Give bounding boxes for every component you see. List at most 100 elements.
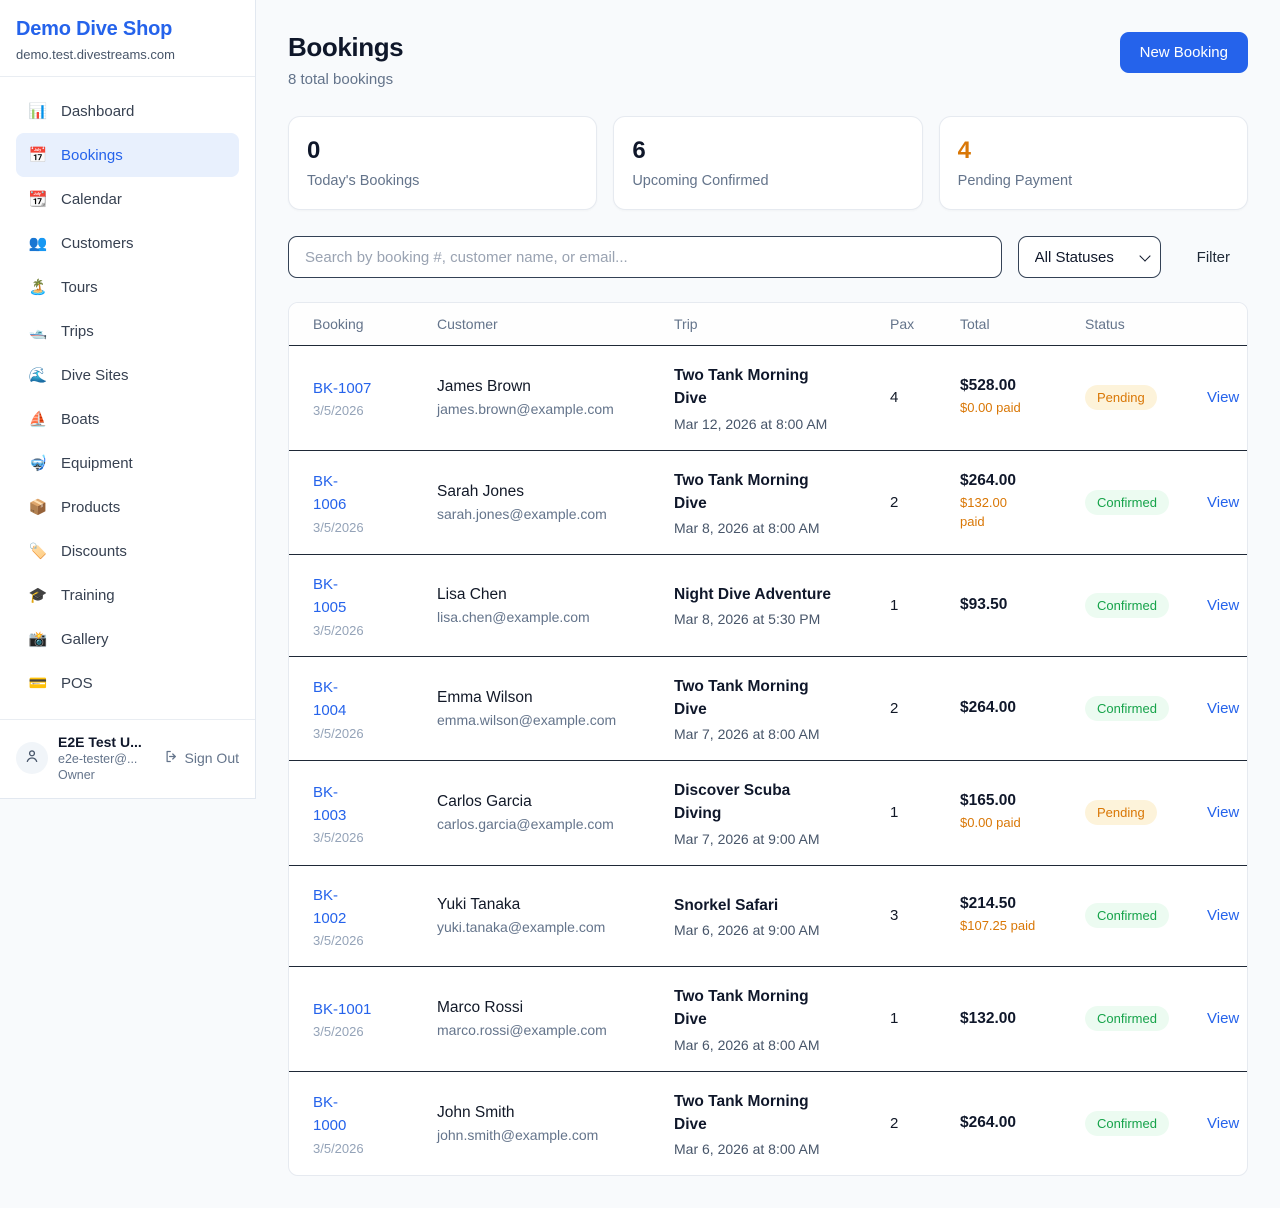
status-badge: Pending xyxy=(1085,800,1157,826)
sidebar-item-label: Calendar xyxy=(61,190,122,208)
trip-name: Discover Scuba Diving xyxy=(674,782,791,823)
sidebar-item-training[interactable]: 🎓 Training xyxy=(16,573,239,617)
sidebar-item-gallery[interactable]: 📸 Gallery xyxy=(16,617,239,661)
status-badge: Confirmed xyxy=(1085,903,1169,929)
booking-id-link[interactable]: BK- 1006 xyxy=(313,473,347,514)
status-badge: Pending xyxy=(1085,385,1157,411)
stats-row: 0 Today's Bookings 6 Upcoming Confirmed … xyxy=(288,116,1248,210)
customer-email: yuki.tanaka@example.com xyxy=(437,919,606,936)
column-header-customer: Customer xyxy=(425,303,662,346)
view-link[interactable]: View xyxy=(1207,1114,1240,1132)
trip-datetime: Mar 6, 2026 at 8:00 AM xyxy=(674,1036,820,1053)
page-header-text: Bookings 8 total bookings xyxy=(288,32,404,88)
sidebar-item-products[interactable]: 📦 Products xyxy=(16,485,239,529)
trip-name: Two Tank Morning Dive xyxy=(674,367,809,408)
new-booking-button[interactable]: New Booking xyxy=(1119,32,1248,73)
booking-id-link[interactable]: BK- 1003 xyxy=(313,783,347,824)
trip-name: Two Tank Morning Dive xyxy=(674,471,809,512)
sign-out-button[interactable]: Sign Out xyxy=(164,749,239,767)
booking-id-link[interactable]: BK-1007 xyxy=(313,380,372,398)
total-amount: $264.00 xyxy=(960,472,1017,490)
trip-datetime: Mar 7, 2026 at 8:00 AM xyxy=(674,726,820,742)
search-input[interactable] xyxy=(288,236,1002,278)
trip-name: Two Tank Morning Dive xyxy=(674,1092,809,1133)
status-badge: Confirmed xyxy=(1085,592,1169,618)
sidebar-item-label: Discounts xyxy=(61,542,127,560)
sidebar-item-dashboard[interactable]: 📊 Dashboard xyxy=(16,89,239,133)
booking-id-link[interactable]: BK- 1004 xyxy=(313,679,347,720)
sidebar-item-trips[interactable]: 🛥️ Trips xyxy=(16,309,239,353)
brand-name: Demo Dive Shop xyxy=(16,18,173,40)
column-header-total: Total xyxy=(948,303,1073,346)
stat-card: 6 Upcoming Confirmed xyxy=(613,116,923,210)
sidebar-item-dive-sites[interactable]: 🌊 Dive Sites xyxy=(16,353,239,397)
status-select[interactable]: All Statuses xyxy=(1017,236,1161,278)
sidebar-item-label: Customers xyxy=(61,234,134,252)
paid-amount: $132.00 paid xyxy=(960,495,1007,530)
pos-icon: 💳 xyxy=(28,675,48,692)
pax-count: 1 xyxy=(890,1010,899,1028)
sidebar-item-label: Boats xyxy=(61,410,100,428)
sidebar-item-label: POS xyxy=(61,674,93,692)
sidebar-item-label: Dashboard xyxy=(61,102,135,120)
sidebar-item-label: Training xyxy=(61,586,115,604)
booking-date: 3/5/2026 xyxy=(313,403,364,419)
stat-label: Today's Bookings xyxy=(307,173,420,189)
view-link[interactable]: View xyxy=(1207,389,1240,407)
table-row: BK-1007 3/5/2026 James Brown james.brown… xyxy=(289,345,1247,451)
bookings-icon: 📅 xyxy=(28,147,48,164)
customer-email: sarah.jones@example.com xyxy=(437,505,607,522)
table-row: BK- 1004 3/5/2026 Emma Wilson emma.wilson… xyxy=(289,656,1247,761)
view-link[interactable]: View xyxy=(1207,1010,1240,1028)
booking-date: 3/5/2026 xyxy=(313,1024,364,1040)
sidebar-item-bookings[interactable]: 📅 Bookings xyxy=(16,133,239,177)
view-link[interactable]: View xyxy=(1207,493,1240,511)
discounts-icon: 🏷️ xyxy=(28,543,48,560)
booking-date: 3/5/2026 xyxy=(313,725,364,741)
total-amount: $264.00 xyxy=(960,1114,1017,1132)
sidebar-item-calendar[interactable]: 📆 Calendar xyxy=(16,177,239,221)
sidebar-item-boats[interactable]: ⛵ Boats xyxy=(16,397,239,441)
column-header-actions xyxy=(1195,303,1247,346)
booking-id-link[interactable]: BK- 1002 xyxy=(313,886,347,927)
pax-count: 2 xyxy=(890,1114,899,1132)
equipment-icon: 🤿 xyxy=(28,455,48,472)
dashboard-icon: 📊 xyxy=(28,103,48,120)
booking-id-link[interactable]: BK-1001 xyxy=(313,1001,372,1019)
booking-id-link[interactable]: BK- 1000 xyxy=(313,1094,347,1135)
customer-name: Lisa Chen xyxy=(437,585,507,603)
user-box: E2E Test U... e2e-tester@... Owner Sign … xyxy=(0,719,255,798)
stat-value: 6 xyxy=(632,137,646,164)
pax-count: 4 xyxy=(890,389,899,407)
customer-name: Yuki Tanaka xyxy=(437,896,521,914)
sidebar-item-discounts[interactable]: 🏷️ Discounts xyxy=(16,529,239,573)
sidebar-item-label: Bookings xyxy=(61,146,123,164)
total-amount: $165.00 xyxy=(960,792,1017,810)
trip-datetime: Mar 6, 2026 at 8:00 AM xyxy=(674,1141,820,1157)
gallery-icon: 📸 xyxy=(28,631,48,648)
view-link[interactable]: View xyxy=(1207,804,1240,822)
products-icon: 📦 xyxy=(28,499,48,516)
table-header-row: Booking Customer Trip Pax Total Status xyxy=(289,303,1247,346)
trip-datetime: Mar 8, 2026 at 8:00 AM xyxy=(674,520,820,536)
sidebar-item-tours[interactable]: 🏝️ Tours xyxy=(16,265,239,309)
paid-amount: $0.00 paid xyxy=(960,815,1021,831)
status-badge: Confirmed xyxy=(1085,1110,1169,1136)
sidebar-item-pos[interactable]: 💳 POS xyxy=(16,661,239,705)
sidebar-item-label: Gallery xyxy=(61,630,109,648)
trip-name: Two Tank Morning Dive xyxy=(674,988,809,1029)
pax-count: 3 xyxy=(890,907,899,925)
booking-id-link[interactable]: BK- 1005 xyxy=(313,576,347,617)
sidebar-item-customers[interactable]: 👥 Customers xyxy=(16,221,239,265)
view-link[interactable]: View xyxy=(1207,596,1240,614)
table-row: BK-1001 3/5/2026 Marco Rossi marco.rossi… xyxy=(289,966,1247,1072)
filter-button[interactable]: Filter xyxy=(1177,241,1248,274)
dive-sites-icon: 🌊 xyxy=(28,367,48,384)
paid-amount: $0.00 paid xyxy=(960,400,1021,416)
sidebar-item-equipment[interactable]: 🤿 Equipment xyxy=(16,441,239,485)
view-link[interactable]: View xyxy=(1207,907,1240,925)
view-link[interactable]: View xyxy=(1207,699,1240,717)
pax-count: 1 xyxy=(890,596,899,614)
page-title: Bookings xyxy=(288,32,404,62)
